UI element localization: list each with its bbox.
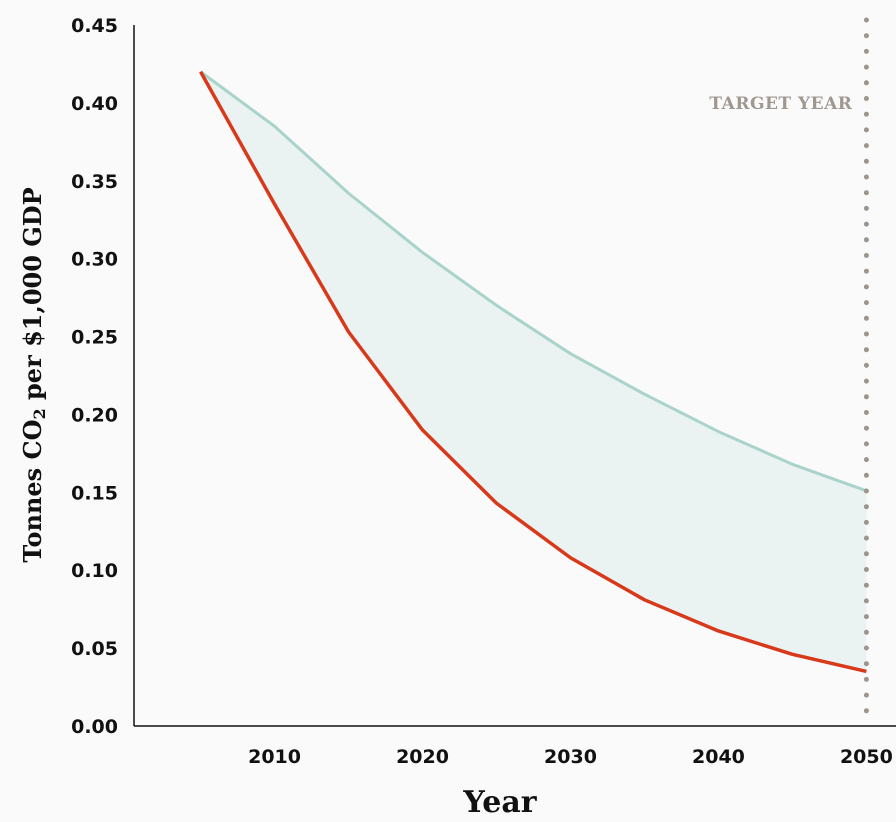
y-tick-label: 0.05 [71,638,118,660]
x-tick-label: 2050 [840,746,893,768]
y-tick-label: 0.25 [71,327,118,349]
y-axis-label-rest: per $1,000 GDP [18,187,47,408]
x-tick-label: 2040 [692,746,745,768]
y-tick-labels: 0.00 0.05 0.10 0.15 0.20 0.25 0.30 0.35 0.40 0.45 [71,15,118,738]
y-tick-label: 0.40 [71,93,118,115]
y-tick-label: 0.15 [71,482,118,504]
series-lines [199,70,867,674]
y-tick-label: 0.45 [71,15,118,37]
axes [133,25,896,727]
y-tick-label: 0.00 [71,716,118,738]
x-axis-label: Year [462,785,537,820]
x-tick-label: 2030 [544,746,597,768]
y-axis-label-subscript: 2 [30,408,49,419]
y-tick-label: 0.30 [71,249,118,271]
x-tick-labels: 2010 2020 2030 2040 2050 [248,746,893,768]
series-line-1 [199,70,867,493]
series-line-2 [199,70,867,674]
x-tick-label: 2010 [248,746,301,768]
y-tick-label: 0.20 [71,404,118,426]
target-year-label: TARGET YEAR [709,94,852,114]
x-tick-label: 2020 [396,746,449,768]
y-tick-label: 0.35 [71,171,118,193]
band-area [200,71,867,672]
y-tick-label: 0.10 [71,560,118,582]
y-axis-label-main: Tonnes CO [18,419,47,562]
y-axis-label: Tonnes CO2 per $1,000 GDP [18,187,49,562]
